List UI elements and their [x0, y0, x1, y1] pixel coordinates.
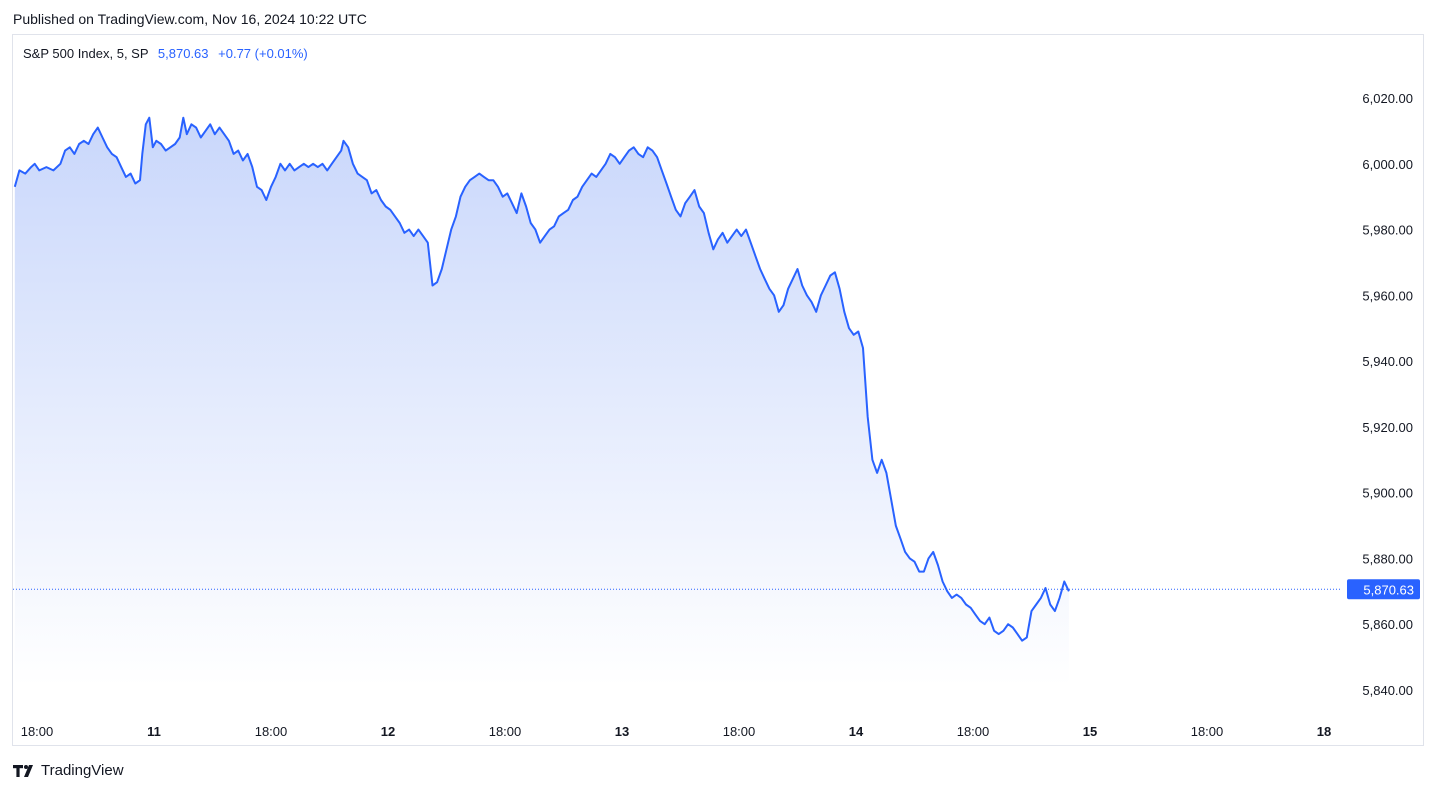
tradingview-logo-icon — [13, 764, 37, 778]
x-tick-label: 18 — [1317, 724, 1331, 739]
y-tick-label: 6,000.00 — [1362, 157, 1413, 172]
y-tick-label: 6,020.00 — [1362, 91, 1413, 106]
x-tick-label: 14 — [849, 724, 864, 739]
x-tick-label: 18:00 — [489, 724, 522, 739]
price-area-fill — [15, 118, 1069, 686]
y-tick-label: 5,980.00 — [1362, 223, 1413, 238]
y-tick-label: 5,940.00 — [1362, 354, 1413, 369]
y-tick-label: 5,960.00 — [1362, 288, 1413, 303]
y-tick-label: 5,860.00 — [1362, 617, 1413, 632]
last-price-tag-label: 5,870.63 — [1363, 582, 1414, 597]
x-tick-label: 18:00 — [1191, 724, 1224, 739]
tradingview-brand[interactable]: TradingView — [13, 762, 124, 779]
x-tick-label: 18:00 — [21, 724, 54, 739]
y-tick-label: 5,900.00 — [1362, 486, 1413, 501]
x-tick-label: 18:00 — [255, 724, 288, 739]
x-tick-label: 18:00 — [723, 724, 756, 739]
x-tick-label: 13 — [615, 724, 629, 739]
x-tick-label: 15 — [1083, 724, 1097, 739]
y-tick-label: 5,840.00 — [1362, 683, 1413, 698]
brand-name: TradingView — [41, 762, 124, 779]
x-tick-label: 12 — [381, 724, 395, 739]
x-tick-label: 18:00 — [957, 724, 990, 739]
y-tick-label: 5,920.00 — [1362, 420, 1413, 435]
x-tick-label: 11 — [147, 724, 161, 739]
y-tick-label: 5,880.00 — [1362, 551, 1413, 566]
